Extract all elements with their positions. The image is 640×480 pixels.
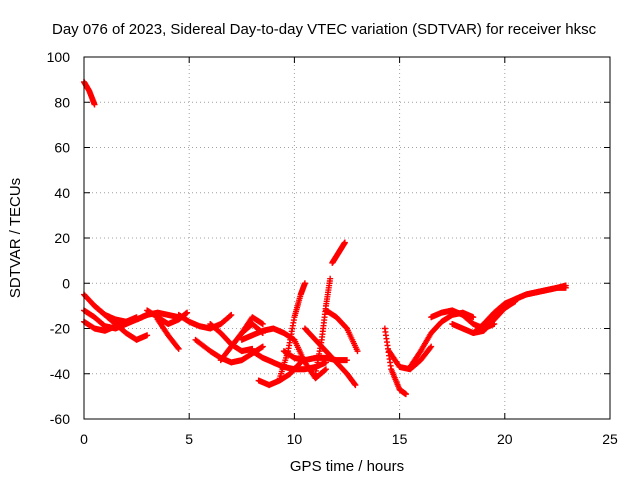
data-point — [228, 311, 235, 318]
data-point — [470, 314, 477, 321]
series-arc16 — [280, 348, 350, 364]
series-arc29 — [501, 284, 569, 309]
series-arc7 — [154, 316, 182, 352]
data-point — [144, 332, 151, 339]
x-tick-label: 15 — [392, 431, 408, 447]
y-axis-label: SDTVAR / TECUs — [7, 178, 24, 298]
data-point — [562, 284, 569, 291]
x-axis-label: GPS time / hours — [290, 458, 404, 475]
data-point — [427, 344, 434, 351]
axis-ticks — [83, 56, 611, 420]
data-point — [91, 101, 98, 108]
series-arc19 — [301, 325, 359, 389]
y-tick-label: -20 — [50, 321, 70, 337]
series-arc22 — [329, 239, 348, 266]
series-arc14 — [249, 348, 329, 373]
x-tick-label: 5 — [185, 431, 193, 447]
series-arc18 — [291, 336, 329, 382]
x-tick-labels: 0 5 10 15 20 25 — [80, 431, 618, 447]
data-point — [354, 348, 361, 355]
series-arc21 — [322, 307, 361, 355]
data-point — [322, 366, 329, 373]
y-tick-label: -40 — [50, 366, 70, 382]
y-tick-label: 40 — [54, 185, 70, 201]
x-tick-label: 20 — [497, 431, 513, 447]
data-point — [351, 381, 358, 388]
data-point — [259, 343, 266, 350]
x-tick-label: 10 — [287, 431, 303, 447]
data-point — [402, 391, 409, 398]
data-point — [184, 309, 191, 316]
y-tick-label: 80 — [54, 94, 70, 110]
data-point — [174, 344, 181, 351]
chart-title: Day 076 of 2023, Sidereal Day-to-day VTE… — [52, 21, 597, 38]
data-point — [352, 382, 359, 389]
data-point — [428, 343, 435, 350]
y-tick-label: 20 — [54, 230, 70, 246]
series-arc25 — [407, 309, 477, 370]
data-point — [301, 280, 308, 287]
grid-lines — [84, 57, 610, 419]
y-tick-label: 60 — [54, 140, 70, 156]
series-arc23 — [381, 325, 409, 398]
data-point — [327, 275, 334, 282]
data-point — [227, 312, 234, 319]
series-arc15 — [255, 359, 304, 389]
data-points — [81, 78, 569, 398]
series-arc1 — [81, 78, 98, 108]
data-point — [344, 357, 350, 364]
y-tick-label: 100 — [47, 49, 71, 65]
x-tick-label: 0 — [80, 431, 88, 447]
y-tick-label: 0 — [62, 275, 70, 291]
y-tick-labels: -60 -40 -20 0 20 40 60 80 100 — [47, 49, 71, 427]
data-point — [259, 320, 266, 327]
data-point — [175, 345, 182, 352]
plot-frame — [83, 56, 611, 420]
data-point — [133, 314, 140, 321]
series-arc12 — [228, 320, 266, 350]
y-tick-label: -60 — [50, 411, 70, 427]
data-point — [322, 366, 329, 373]
data-point — [341, 239, 348, 246]
series-arc5 — [91, 302, 151, 343]
x-tick-label: 25 — [602, 431, 618, 447]
